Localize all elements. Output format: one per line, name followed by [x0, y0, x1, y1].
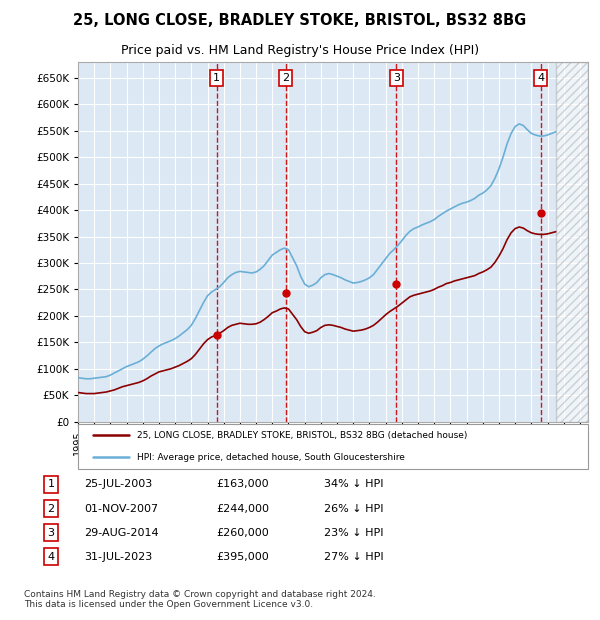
Text: Contains HM Land Registry data © Crown copyright and database right 2024.
This d: Contains HM Land Registry data © Crown c… — [24, 590, 376, 609]
Text: 25-JUL-2003: 25-JUL-2003 — [84, 479, 152, 489]
Text: HPI: Average price, detached house, South Gloucestershire: HPI: Average price, detached house, Sout… — [137, 453, 404, 462]
Text: 4: 4 — [47, 552, 55, 562]
Text: £244,000: £244,000 — [216, 503, 269, 513]
Text: 27% ↓ HPI: 27% ↓ HPI — [324, 552, 383, 562]
Text: 4: 4 — [537, 73, 544, 83]
Text: 26% ↓ HPI: 26% ↓ HPI — [324, 503, 383, 513]
Text: 25, LONG CLOSE, BRADLEY STOKE, BRISTOL, BS32 8BG: 25, LONG CLOSE, BRADLEY STOKE, BRISTOL, … — [73, 12, 527, 28]
Text: 2: 2 — [47, 503, 55, 513]
Bar — [556, 62, 588, 422]
Text: 23% ↓ HPI: 23% ↓ HPI — [324, 528, 383, 538]
Text: £163,000: £163,000 — [216, 479, 269, 489]
Text: 01-NOV-2007: 01-NOV-2007 — [84, 503, 158, 513]
Text: 31-JUL-2023: 31-JUL-2023 — [84, 552, 152, 562]
FancyBboxPatch shape — [78, 424, 588, 469]
Text: 2: 2 — [282, 73, 289, 83]
Text: Price paid vs. HM Land Registry's House Price Index (HPI): Price paid vs. HM Land Registry's House … — [121, 45, 479, 57]
Text: £395,000: £395,000 — [216, 552, 269, 562]
Text: 1: 1 — [47, 479, 55, 489]
Text: 3: 3 — [393, 73, 400, 83]
Text: 25, LONG CLOSE, BRADLEY STOKE, BRISTOL, BS32 8BG (detached house): 25, LONG CLOSE, BRADLEY STOKE, BRISTOL, … — [137, 431, 467, 440]
Text: 1: 1 — [213, 73, 220, 83]
Text: 3: 3 — [47, 528, 55, 538]
Text: 29-AUG-2014: 29-AUG-2014 — [84, 528, 158, 538]
Text: 34% ↓ HPI: 34% ↓ HPI — [324, 479, 383, 489]
Text: £260,000: £260,000 — [216, 528, 269, 538]
